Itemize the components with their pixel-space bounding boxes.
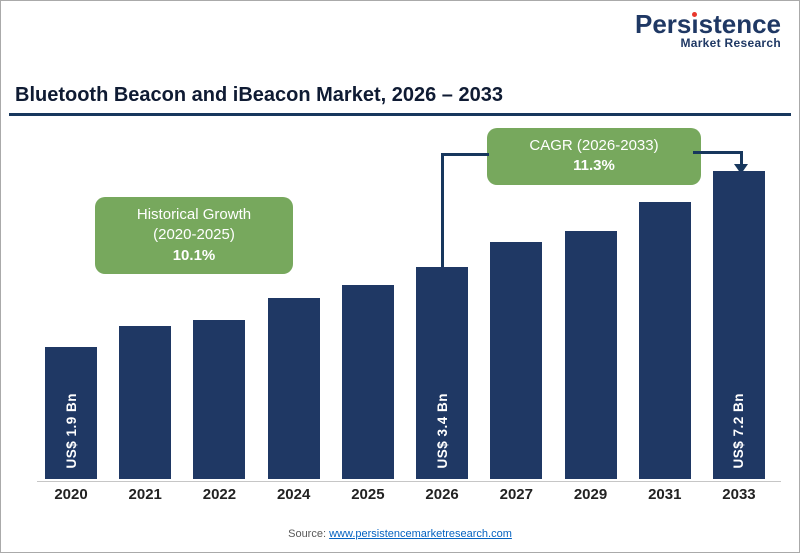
bar-column-2031: 2031: [638, 202, 691, 503]
x-axis-label: 2024: [276, 486, 311, 503]
bar-2029: [564, 231, 617, 479]
bar-value-label-wrap: US$ 7.2 Bn: [713, 393, 765, 469]
bar-value-label: US$ 7.2 Bn: [731, 393, 747, 469]
source-link[interactable]: www.persistencemarketresearch.com: [329, 528, 512, 540]
bar-2021: [119, 326, 172, 479]
bar-value-label: US$ 3.4 Bn: [434, 393, 450, 469]
bar-column-2029: 2029: [564, 231, 617, 503]
brand-subtitle: Market Research: [680, 36, 781, 51]
title-underline: [9, 113, 791, 116]
bar-value-label-wrap: US$ 1.9 Bn: [45, 393, 97, 469]
brand-i-red-dot-icon: ı: [691, 9, 699, 39]
bar-column-2025: 2025: [341, 285, 394, 503]
brand-name-post: stence: [698, 9, 781, 39]
bar-2027: [490, 242, 543, 479]
x-axis-label: 2020: [54, 486, 88, 503]
bar-2025: [341, 285, 394, 479]
bar-column-2027: 2027: [490, 242, 543, 503]
page-title: Bluetooth Beacon and iBeacon Market, 202…: [15, 84, 503, 106]
historical-growth-line2: (2020-2025): [153, 226, 235, 244]
source-prefix: Source:: [288, 528, 327, 540]
bar-group: US$ 1.9 Bn 2020 2021 2022 2024 2025 US$ 3.4 Bn…: [45, 126, 765, 503]
cagr-callout: CAGR (2026-2033) 11.3%: [487, 128, 701, 185]
brand-name-pre: Pers: [634, 9, 692, 39]
bar-2024: [267, 298, 320, 479]
connector-line-2026-vertical: [441, 153, 444, 270]
bar-2026: US$ 3.4 Bn: [416, 267, 469, 479]
x-axis-label: 2025: [351, 486, 385, 503]
x-axis-label: 2022: [202, 486, 237, 503]
x-axis-label: 2021: [128, 486, 162, 503]
bar-column-2022: 2022: [193, 320, 246, 503]
connector-line-2026-horizontal: [441, 153, 489, 156]
bar-column-2033: US$ 7.2 Bn 2033: [712, 171, 765, 503]
brand-name: Persıstence: [634, 9, 781, 39]
x-axis-label: 2029: [573, 486, 608, 503]
x-axis-line: [37, 481, 781, 482]
bar-column-2024: 2024: [267, 298, 320, 503]
bar-column-2026: US$ 3.4 Bn 2026: [416, 267, 469, 503]
bar-2033: US$ 7.2 Bn: [712, 171, 765, 479]
historical-growth-line1: Historical Growth: [136, 206, 252, 223]
bar-column-2020: US$ 1.9 Bn 2020: [45, 347, 97, 503]
x-axis-label: 2033: [722, 486, 756, 503]
source-line: Source: www.persistencemarketresearch.co…: [1, 528, 799, 540]
x-axis-label: 2026: [425, 486, 459, 503]
historical-growth-callout: Historical Growth (2020-2025) 10.1%: [95, 197, 293, 274]
cagr-value: 11.3%: [573, 157, 615, 175]
connector-line-2033-horizontal: [693, 151, 741, 154]
bar-column-2021: 2021: [119, 326, 172, 503]
bar-2022: [193, 320, 246, 479]
x-axis-label: 2027: [499, 486, 533, 503]
bar-2031: [638, 202, 691, 479]
bar-value-label-wrap: US$ 3.4 Bn: [416, 393, 468, 469]
cagr-line1: CAGR (2026-2033): [529, 137, 659, 154]
historical-growth-value: 10.1%: [172, 246, 216, 264]
x-axis-label: 2031: [648, 486, 682, 503]
arrow-down-icon: [734, 164, 748, 174]
bar-2020: US$ 1.9 Bn: [45, 347, 97, 479]
connector-line-2033-vertical: [740, 151, 743, 165]
bar-value-label: US$ 1.9 Bn: [63, 393, 79, 469]
brand-logo: Persıstence Market Research: [634, 9, 781, 51]
